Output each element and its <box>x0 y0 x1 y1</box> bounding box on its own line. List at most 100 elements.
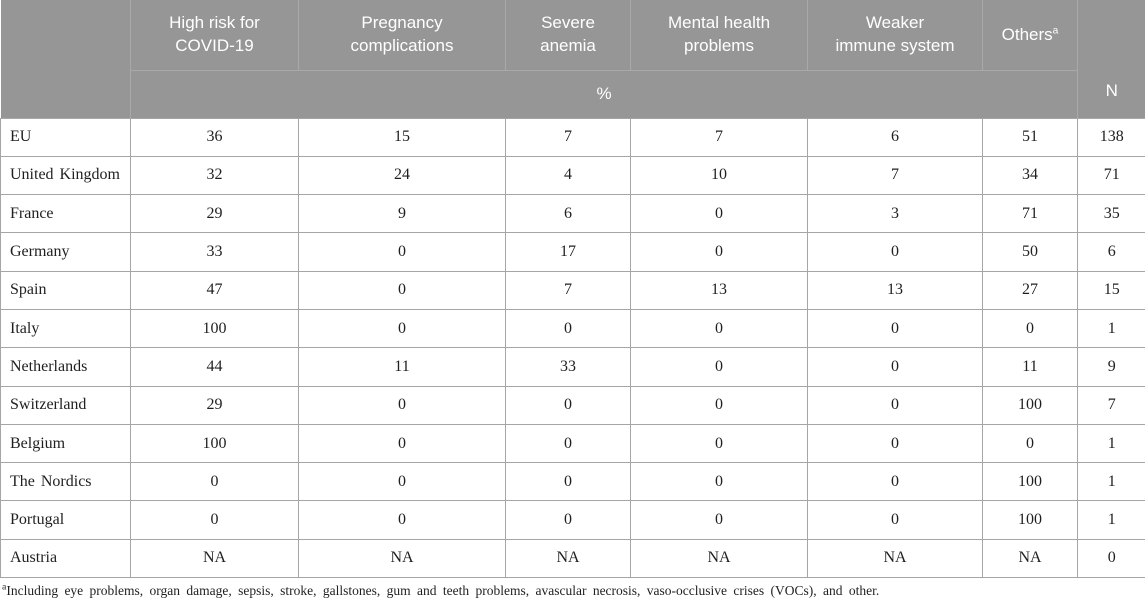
corner-cell <box>0 0 131 119</box>
value-cell: 0 <box>630 385 808 425</box>
value-cell: NA <box>630 538 808 579</box>
footnote-text: Including eye problems, organ damage, se… <box>6 583 880 599</box>
row-label: Austria <box>0 538 131 579</box>
value-cell: 0 <box>298 385 506 425</box>
value-cell: 0 <box>630 500 808 540</box>
value-cell: 0 <box>807 462 983 502</box>
row-label: France <box>0 194 131 234</box>
value-cell: 0 <box>630 423 808 464</box>
value-cell: 24 <box>298 155 506 196</box>
value-cell: 0 <box>298 500 506 540</box>
value-cell: 17 <box>505 232 631 272</box>
n-cell: 1 <box>1077 500 1145 540</box>
value-cell: NA <box>130 538 299 579</box>
value-cell: 100 <box>982 462 1078 502</box>
table-row-belgium: Belgium 100 0 0 0 0 0 1 <box>0 423 1145 464</box>
col-header-label: Severe anemia <box>540 13 596 55</box>
value-cell: 7 <box>505 117 631 157</box>
n-cell: 7 <box>1077 385 1145 425</box>
n-cell: 1 <box>1077 462 1145 502</box>
value-cell: 0 <box>130 462 299 502</box>
value-cell: 100 <box>982 500 1078 540</box>
value-cell: 0 <box>630 347 808 387</box>
value-cell: 0 <box>630 308 808 349</box>
n-cell: 0 <box>1077 538 1145 579</box>
col-header-label: High risk for COVID-19 <box>169 13 260 55</box>
column-header-row: High risk for COVID-19 Pregnancy complicat… <box>0 0 1145 119</box>
value-cell: NA <box>505 538 631 579</box>
value-cell: 7 <box>630 117 808 157</box>
table-row-austria: Austria NA NA NA NA NA NA 0 <box>0 538 1145 579</box>
table-row-portugal: Portugal 0 0 0 0 0 100 1 <box>0 500 1145 540</box>
value-cell: 0 <box>505 500 631 540</box>
table-row-spain: Spain 47 0 7 13 13 27 15 <box>0 270 1145 310</box>
n-cell: 15 <box>1077 270 1145 310</box>
comorbidities-table: High risk for COVID-19 Pregnancy complicat… <box>0 0 1145 579</box>
value-cell: 0 <box>807 308 983 349</box>
value-cell: 0 <box>505 308 631 349</box>
value-cell: 100 <box>130 308 299 349</box>
col-header-label: Others <box>1001 24 1053 44</box>
value-cell: 34 <box>982 155 1078 196</box>
col-header-severe-anemia: Severe anemia <box>505 0 631 71</box>
value-cell: 44 <box>130 347 299 387</box>
value-cell: 13 <box>630 270 808 310</box>
col-header-others: Othersa <box>982 0 1078 71</box>
value-cell: 29 <box>130 385 299 425</box>
n-cell: 9 <box>1077 347 1145 387</box>
table-row-united-kingdom: United Kingdom 32 24 4 10 7 34 71 <box>0 155 1145 196</box>
value-cell: 51 <box>982 117 1078 157</box>
table-row-germany: Germany 33 0 17 0 0 50 6 <box>0 232 1145 272</box>
row-label: United Kingdom <box>0 155 131 196</box>
value-cell: 0 <box>130 500 299 540</box>
value-cell: 0 <box>807 500 983 540</box>
value-cell: NA <box>298 538 506 579</box>
value-cell: 0 <box>298 232 506 272</box>
n-cell: 138 <box>1077 117 1145 157</box>
value-cell: 13 <box>807 270 983 310</box>
row-label: Portugal <box>0 500 131 540</box>
table-row-italy: Italy 100 0 0 0 0 0 1 <box>0 308 1145 349</box>
col-header-label: Weaker immune system <box>835 13 955 55</box>
value-cell: 0 <box>807 232 983 272</box>
col-header-weaker-immune: Weaker immune system <box>807 0 983 71</box>
value-cell: 0 <box>298 270 506 310</box>
col-header-label: Mental health problems <box>667 13 771 55</box>
row-label: Italy <box>0 308 131 349</box>
value-cell: NA <box>982 538 1078 579</box>
footnote-marker: a <box>2 581 7 593</box>
value-cell: 9 <box>298 194 506 234</box>
n-cell: 1 <box>1077 308 1145 349</box>
value-cell: 6 <box>807 117 983 157</box>
table-footnote: aIncluding eye problems, organ damage, s… <box>2 581 1145 599</box>
row-label: Belgium <box>0 423 131 464</box>
col-header-pregnancy-complications: Pregnancy complications <box>298 0 506 71</box>
value-cell: 11 <box>982 347 1078 387</box>
col-header-mental-health: Mental health problems <box>630 0 808 71</box>
value-cell: 100 <box>130 423 299 464</box>
value-cell: 0 <box>298 308 506 349</box>
value-cell: 27 <box>982 270 1078 310</box>
value-cell: 0 <box>505 462 631 502</box>
value-cell: 0 <box>807 385 983 425</box>
value-cell: 0 <box>807 347 983 387</box>
table-row-eu: EU 36 15 7 7 6 51 138 <box>0 117 1145 157</box>
n-unit-label: N <box>1105 81 1118 101</box>
value-cell: NA <box>807 538 983 579</box>
others-footnote-marker: a <box>1052 24 1059 36</box>
row-label: Spain <box>0 270 131 310</box>
col-header-n: N <box>1077 0 1145 119</box>
value-cell: 15 <box>298 117 506 157</box>
row-label: EU <box>0 117 131 157</box>
n-cell: 35 <box>1077 194 1145 234</box>
value-cell: 100 <box>982 385 1078 425</box>
percent-unit-cell: % <box>130 69 1078 119</box>
value-cell: 0 <box>630 232 808 272</box>
n-cell: 1 <box>1077 423 1145 464</box>
row-label: Germany <box>0 232 131 272</box>
value-cell: 4 <box>505 155 631 196</box>
value-cell: 50 <box>982 232 1078 272</box>
value-cell: 7 <box>505 270 631 310</box>
value-cell: 10 <box>630 155 808 196</box>
value-cell: 36 <box>130 117 299 157</box>
